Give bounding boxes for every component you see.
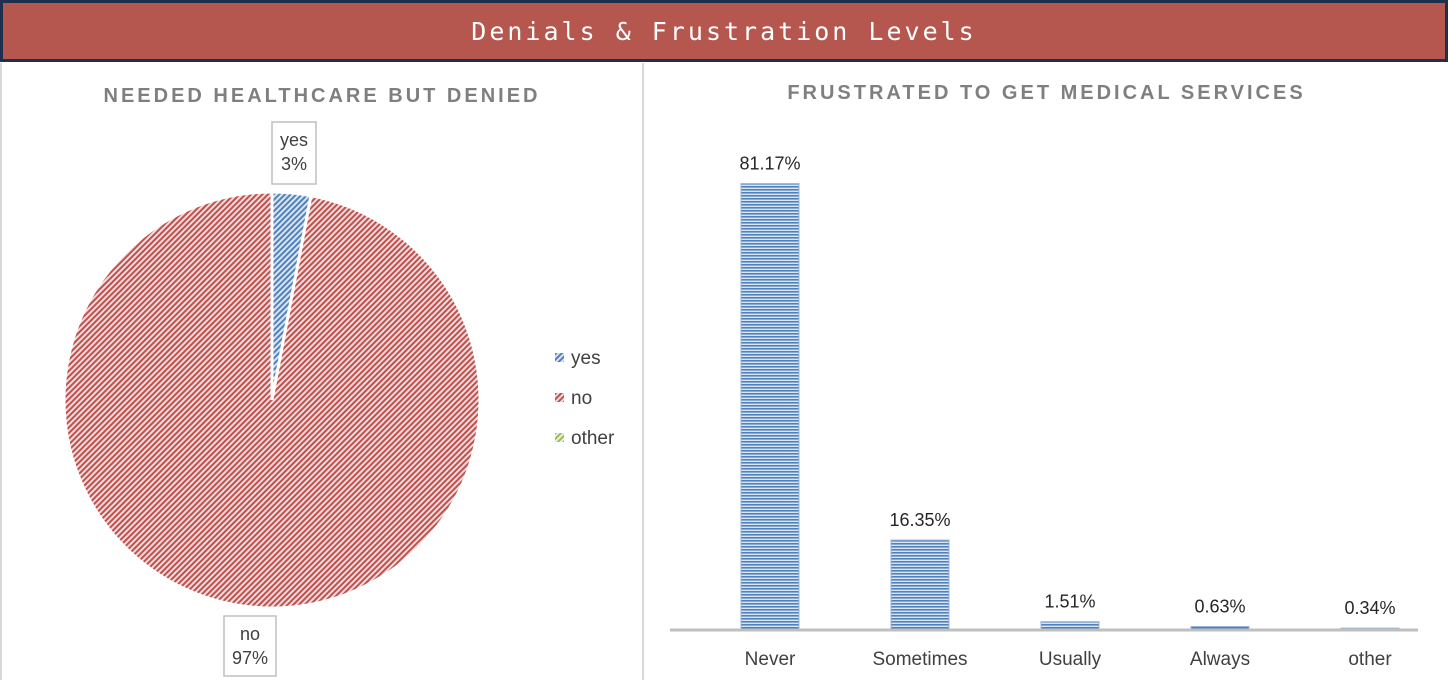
x-tick-label-always: Always xyxy=(1190,649,1250,670)
header-banner: Denials & Frustration Levels xyxy=(0,0,1448,62)
pie-chart: yes 3% no 97% yes no other xyxy=(62,121,615,677)
bar-chart-title: FRUSTRATED TO GET MEDICAL SERVICES xyxy=(787,82,1306,104)
legend-item-no: no xyxy=(555,388,592,409)
page-title: Denials & Frustration Levels xyxy=(471,17,977,46)
legend-label-other: other xyxy=(571,428,615,449)
legend-item-yes: yes xyxy=(555,348,601,369)
bar-value-label-never: 81.17% xyxy=(739,154,800,174)
legend-label-no: no xyxy=(571,388,592,409)
bar-value-label-always: 0.63% xyxy=(1194,597,1245,617)
svg-text:no: no xyxy=(240,624,260,644)
legend-label-yes: yes xyxy=(571,348,601,369)
bar-value-label-sometimes: 16.35% xyxy=(889,510,950,530)
legend-swatch-other xyxy=(555,433,564,442)
bar-value-label-other: 0.34% xyxy=(1344,598,1395,618)
x-tick-label-other: other xyxy=(1348,649,1392,670)
svg-text:yes: yes xyxy=(280,130,308,150)
bar-chart-panel: FRUSTRATED TO GET MEDICAL SERVICES 81.17… xyxy=(645,63,1448,680)
x-tick-label-sometimes: Sometimes xyxy=(872,649,967,670)
bar-chart: 81.17% Never 16.35% Sometimes 1.51% Usually 0.… xyxy=(670,154,1418,670)
legend-item-other: other xyxy=(555,428,615,449)
svg-text:97%: 97% xyxy=(232,648,268,668)
legend-swatch-no xyxy=(555,393,564,402)
pie-chart-panel: NEEDED HEALTHCARE BUT DENIED yes 3% no 97% y… xyxy=(0,63,644,680)
pie-data-label-no: no 97% xyxy=(223,615,277,677)
svg-text:3%: 3% xyxy=(281,154,307,174)
x-tick-label-usually: Usually xyxy=(1039,649,1102,670)
legend-swatch-yes xyxy=(555,353,564,362)
pie-slice-no xyxy=(62,190,482,610)
bar-value-label-usually: 1.51% xyxy=(1044,592,1095,612)
pie-chart-title: NEEDED HEALTHCARE BUT DENIED xyxy=(103,85,541,107)
bar-never xyxy=(740,183,800,631)
x-tick-label-never: Never xyxy=(745,649,796,670)
bar-sometimes xyxy=(890,539,950,631)
pie-data-label-yes: yes 3% xyxy=(271,121,317,185)
